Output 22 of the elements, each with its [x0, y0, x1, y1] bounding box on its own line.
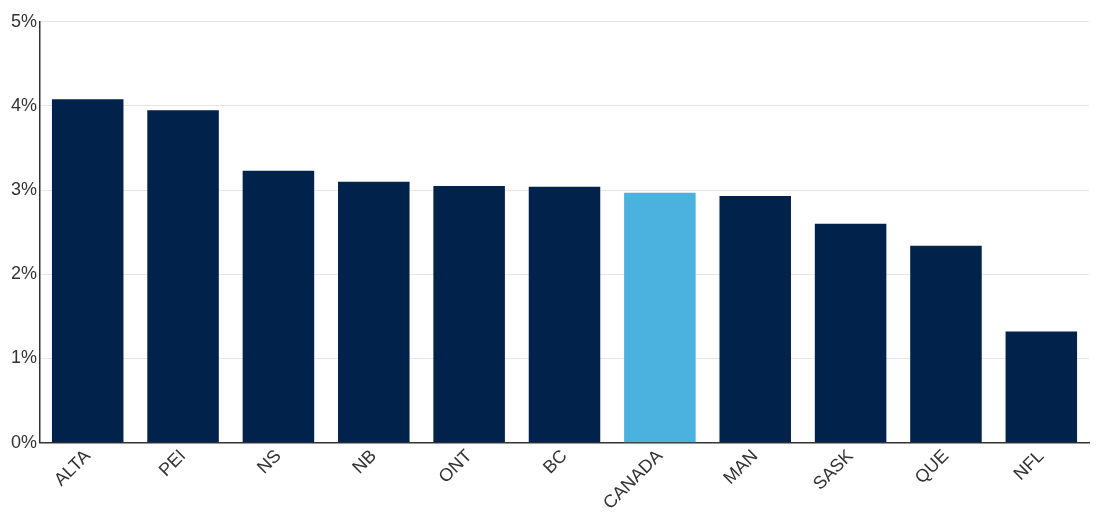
bar [338, 181, 410, 443]
bar [1005, 331, 1078, 443]
bar [719, 196, 791, 443]
x-tick-label: BC [539, 445, 571, 478]
bar [433, 185, 505, 443]
bar [528, 186, 601, 443]
y-tick-label: 1% [11, 347, 38, 368]
bar [910, 245, 982, 443]
y-tick-label: 3% [11, 179, 38, 200]
y-tick-label: 2% [11, 263, 38, 284]
bar [147, 110, 219, 443]
bar [624, 192, 696, 443]
x-tick-label: PEI [154, 445, 190, 481]
y-tick-label: 4% [11, 94, 38, 115]
x-tick-label: NS [252, 445, 285, 478]
bar [51, 99, 124, 443]
y-tick-label: 0% [11, 431, 38, 452]
x-tick-label: NFL [1009, 445, 1048, 484]
bar [814, 223, 887, 443]
y-tick-label: 5% [11, 10, 38, 31]
x-tick-label: NB [348, 445, 381, 478]
bar [242, 170, 315, 443]
